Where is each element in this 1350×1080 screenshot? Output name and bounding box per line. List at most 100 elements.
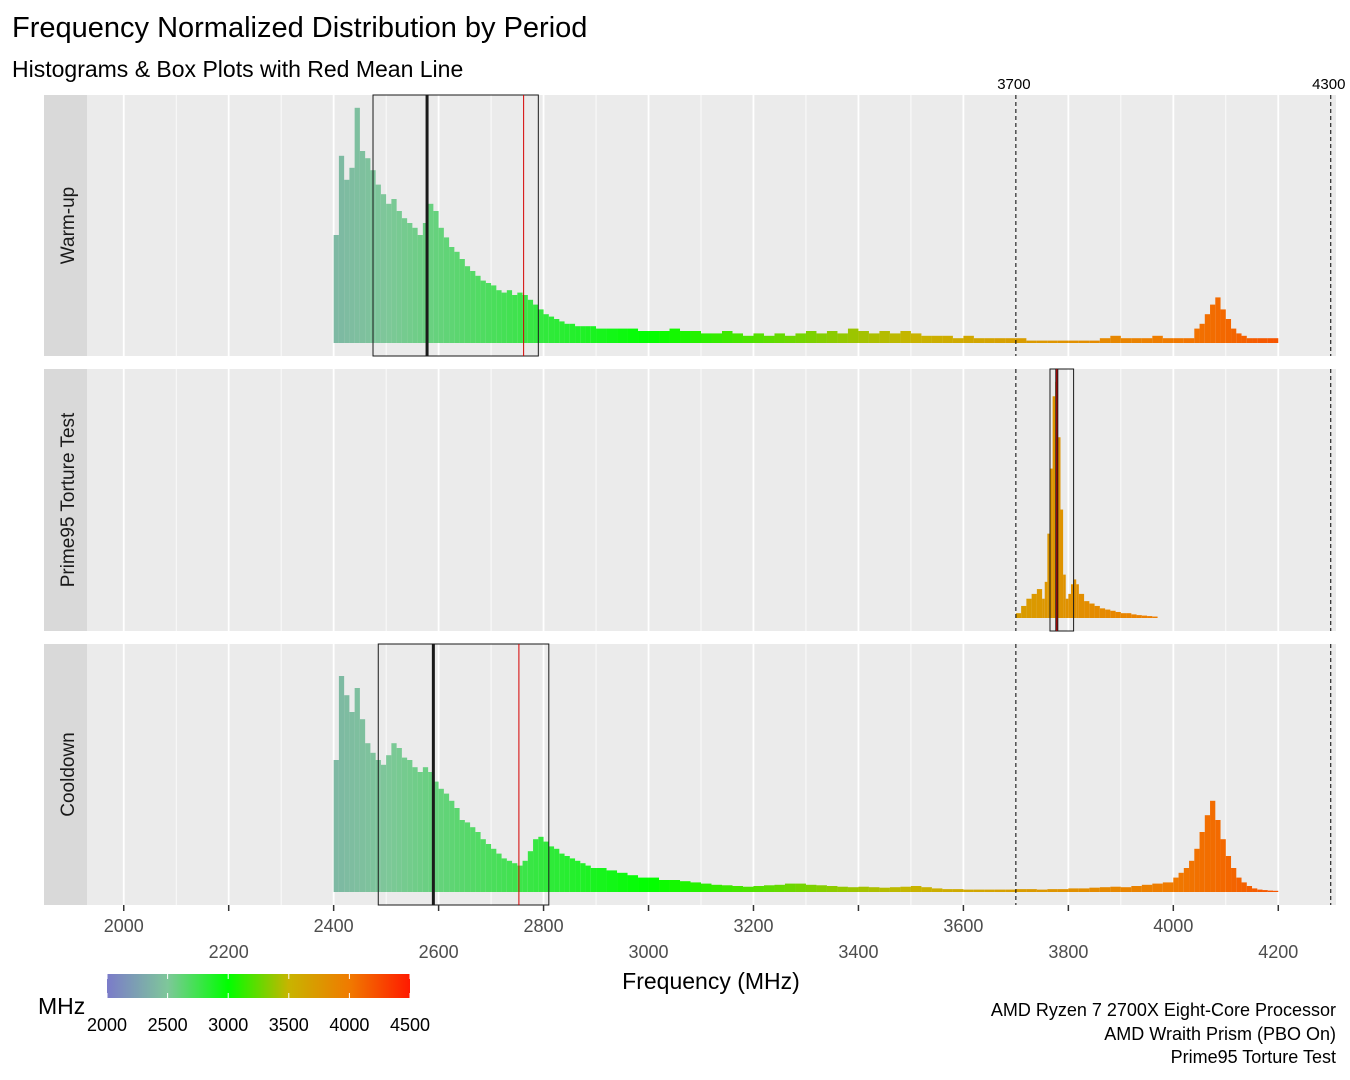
histogram-bar <box>1068 888 1079 892</box>
histogram-bar <box>1173 338 1184 343</box>
caption: AMD Ryzen 7 2700X Eight-Core Processor A… <box>991 1000 1336 1067</box>
histogram-bar <box>1183 338 1195 343</box>
histogram-bar <box>464 266 471 343</box>
histogram-bar <box>942 335 953 343</box>
panel-prime95-torture-test: Prime95 Torture Test <box>44 368 1336 632</box>
histogram-bar <box>1042 598 1045 618</box>
histogram-bar <box>858 331 869 343</box>
legend-title: MHz <box>38 993 85 1019</box>
box-plot-box <box>372 94 539 357</box>
histogram-bar <box>1084 601 1090 618</box>
histogram-bar <box>386 755 392 892</box>
histogram-bar <box>459 259 465 343</box>
histogram-bar <box>527 299 534 343</box>
histogram-bar <box>496 290 502 343</box>
histogram-bar <box>480 280 486 343</box>
histogram-bar <box>1021 605 1027 618</box>
histogram-bar <box>826 331 838 343</box>
histogram-bar <box>742 886 754 892</box>
histogram-bar <box>837 886 848 892</box>
histogram-bar <box>638 877 649 892</box>
histogram-bar <box>1131 338 1142 343</box>
histogram-bar <box>963 889 974 892</box>
histogram-bar <box>994 338 1006 343</box>
histogram-bar <box>449 800 455 892</box>
histogram-bar <box>984 889 995 892</box>
histogram-bar <box>1089 603 1095 618</box>
histogram-bar <box>596 868 607 892</box>
x-tick-label: 3800 <box>1048 942 1088 962</box>
histogram-bar <box>554 848 560 892</box>
histogram-bar <box>522 295 528 343</box>
histogram-bar <box>931 335 943 343</box>
histogram-bar <box>805 884 817 892</box>
histogram-bar <box>753 886 764 892</box>
histogram-bar <box>742 335 754 343</box>
histogram-bar <box>433 211 439 343</box>
histogram-bar <box>1044 581 1048 618</box>
histogram-bar <box>365 743 371 892</box>
histogram-bar <box>1070 584 1074 618</box>
histogram-bar <box>1162 882 1174 892</box>
panel-background <box>87 95 1336 356</box>
histogram-bar <box>1225 319 1232 343</box>
histogram-bar <box>428 772 434 892</box>
histogram-bar <box>533 304 539 343</box>
box-plot-box <box>377 643 550 906</box>
histogram-bar <box>1210 800 1216 892</box>
histogram-bar <box>680 331 691 343</box>
histogram-bar <box>627 328 639 343</box>
histogram-bar <box>648 877 660 892</box>
histogram-bar <box>433 781 439 892</box>
histogram-bar <box>889 887 901 892</box>
histogram-bar <box>1220 309 1226 343</box>
legend-colorbar <box>107 974 410 998</box>
histogram-bar <box>763 885 775 892</box>
histogram-bar <box>1057 340 1069 343</box>
histogram-bar <box>1178 872 1184 892</box>
histogram-bar <box>1073 579 1077 618</box>
histogram-bar <box>1273 890 1279 892</box>
histogram-bar <box>805 331 817 343</box>
histogram-bar <box>648 331 660 343</box>
histogram-bar <box>365 158 371 343</box>
histogram-bar <box>1131 886 1142 892</box>
histogram-bar <box>543 841 549 892</box>
reference-line-label: 3700 <box>997 76 1030 93</box>
histogram-bar <box>407 223 413 343</box>
histogram-bar <box>575 860 581 892</box>
histogram-bar <box>428 203 434 343</box>
histogram-bar <box>564 856 570 892</box>
histogram-bar <box>1031 593 1037 618</box>
histogram-bar <box>1262 890 1268 892</box>
histogram-bar <box>1273 338 1279 343</box>
histogram-bar <box>847 328 859 343</box>
histogram-bar <box>1231 868 1237 892</box>
histogram-bar <box>412 227 418 343</box>
histogram-bar <box>1162 338 1174 343</box>
histogram-bar <box>1141 338 1153 343</box>
histogram-bar <box>1005 338 1016 343</box>
histogram-bar <box>732 333 743 343</box>
histogram-bar <box>412 767 418 892</box>
histogram-bar <box>1078 340 1090 343</box>
histogram-bar <box>1005 889 1016 892</box>
facet-strip <box>44 644 87 905</box>
histogram-bar <box>1115 611 1121 618</box>
histogram-bar <box>464 822 471 892</box>
panel-cooldown: Cooldown <box>44 643 1336 906</box>
histogram-bar <box>1210 304 1216 343</box>
legend-tick-label: 2000 <box>87 1015 127 1035</box>
histogram-bar <box>1065 598 1069 618</box>
histogram-bar <box>1068 340 1079 343</box>
histogram-bar <box>391 743 397 892</box>
facet-strip-label: Warm-up <box>58 187 79 264</box>
histogram-bar <box>1131 614 1137 618</box>
histogram-bar <box>795 333 806 343</box>
histogram-bar <box>837 333 848 343</box>
histogram-bar <box>1047 533 1050 618</box>
histogram-bar <box>1036 340 1048 343</box>
facet-strip <box>44 95 87 356</box>
histogram-bar <box>1036 589 1043 618</box>
histogram-bar <box>952 338 964 343</box>
